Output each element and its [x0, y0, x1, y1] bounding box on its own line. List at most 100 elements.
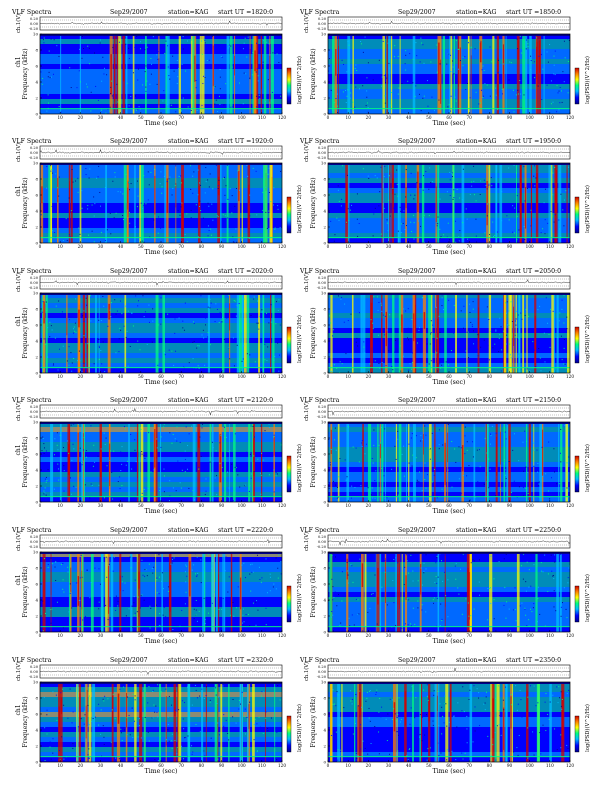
- speckle: [351, 359, 353, 361]
- speckle: [228, 347, 230, 349]
- speckle: [257, 322, 259, 324]
- speckle: [330, 220, 332, 222]
- speckle: [448, 103, 450, 105]
- speckle: [540, 232, 542, 234]
- speckle: [94, 203, 96, 205]
- speckle: [167, 313, 169, 315]
- panel-start-time: start UT =2020:0: [218, 268, 273, 275]
- speckle: [449, 239, 451, 241]
- speckle: [75, 180, 77, 182]
- time-tick-label: 30: [98, 374, 104, 379]
- time-tick-label: 110: [546, 115, 554, 120]
- trace-tick-label: -0.20: [29, 156, 39, 160]
- speckle: [204, 623, 206, 625]
- speckle: [127, 365, 129, 367]
- speckle: [376, 623, 378, 625]
- speckle: [479, 466, 481, 468]
- speckle: [419, 736, 421, 738]
- sferic-column: [533, 424, 535, 502]
- speckle: [204, 42, 206, 44]
- spectra-panel-10: VLF Spectra Sep29/2007 station=KAG start UT…: [299, 527, 591, 645]
- speckle: [508, 324, 510, 326]
- speckle: [386, 77, 388, 79]
- speckle: [502, 699, 504, 701]
- speckle: [193, 618, 195, 620]
- speckle: [166, 181, 168, 183]
- freq-tick-label: 10: [321, 161, 327, 166]
- speckle: [100, 733, 102, 735]
- speckle: [73, 423, 75, 425]
- speckle: [444, 703, 446, 705]
- freq-tick-label: 4: [323, 468, 326, 473]
- speckle: [102, 698, 104, 700]
- speckle: [368, 707, 370, 709]
- speckle: [122, 193, 124, 195]
- speckle: [207, 336, 209, 338]
- speckle: [479, 449, 481, 451]
- speckle: [409, 748, 411, 750]
- freq-band: [328, 452, 570, 457]
- speckle: [150, 471, 152, 473]
- speckle: [264, 359, 266, 361]
- speckle: [331, 335, 333, 337]
- speckle: [81, 576, 83, 578]
- freq-band: [40, 223, 282, 228]
- speckle: [366, 77, 368, 79]
- sferic-column: [438, 684, 440, 762]
- speckle: [267, 48, 269, 50]
- speckle: [144, 71, 146, 73]
- speckle: [465, 89, 467, 91]
- speckle: [412, 570, 414, 572]
- time-xlabel: Time (sec): [433, 768, 466, 775]
- speckle: [198, 345, 200, 347]
- speckle: [336, 241, 338, 243]
- speckle: [537, 598, 539, 600]
- speckle: [272, 52, 274, 54]
- speckle: [560, 734, 562, 736]
- speckle: [47, 563, 49, 565]
- speckle: [198, 182, 200, 184]
- speckle: [50, 758, 52, 760]
- freq-band: [328, 193, 570, 198]
- speckle: [223, 714, 225, 716]
- speckle: [464, 426, 466, 428]
- speckle: [430, 333, 432, 335]
- speckle: [330, 89, 332, 91]
- sferic-core: [41, 186, 43, 204]
- speckle: [534, 185, 536, 187]
- speckle: [332, 614, 334, 616]
- speckle: [185, 426, 187, 428]
- sferic-core: [435, 307, 436, 351]
- speckle: [249, 485, 251, 487]
- speckle: [258, 328, 260, 330]
- freq-band: [40, 228, 282, 233]
- sferic-column: [503, 295, 507, 373]
- colorbar-label: log(PSD)(V^2/Hz): [584, 574, 591, 622]
- speckle: [436, 352, 438, 354]
- speckle: [435, 575, 437, 577]
- sferic-core: [440, 59, 442, 104]
- speckle: [176, 440, 178, 442]
- speckle: [568, 456, 570, 458]
- time-tick-label: 110: [258, 115, 266, 120]
- sferic-column: [107, 295, 111, 373]
- sferic-column: [330, 295, 333, 373]
- speckle: [229, 450, 231, 452]
- speckle: [554, 50, 556, 52]
- sferic-column: [105, 165, 107, 243]
- sferic-core: [385, 558, 386, 604]
- sferic-column: [162, 295, 165, 373]
- speckle: [247, 175, 249, 177]
- freq-tick-label: 4: [323, 80, 326, 85]
- speckle: [497, 59, 499, 61]
- sferic-column: [229, 36, 233, 114]
- freq-band: [40, 168, 282, 173]
- speckle: [212, 461, 214, 463]
- speckle: [492, 347, 494, 349]
- speckle: [46, 110, 48, 112]
- panel-station: station=KAG: [456, 397, 497, 404]
- sferic-column: [211, 554, 215, 632]
- speckle: [345, 90, 347, 92]
- sferic-core: [500, 431, 501, 465]
- freq-band: [328, 74, 570, 79]
